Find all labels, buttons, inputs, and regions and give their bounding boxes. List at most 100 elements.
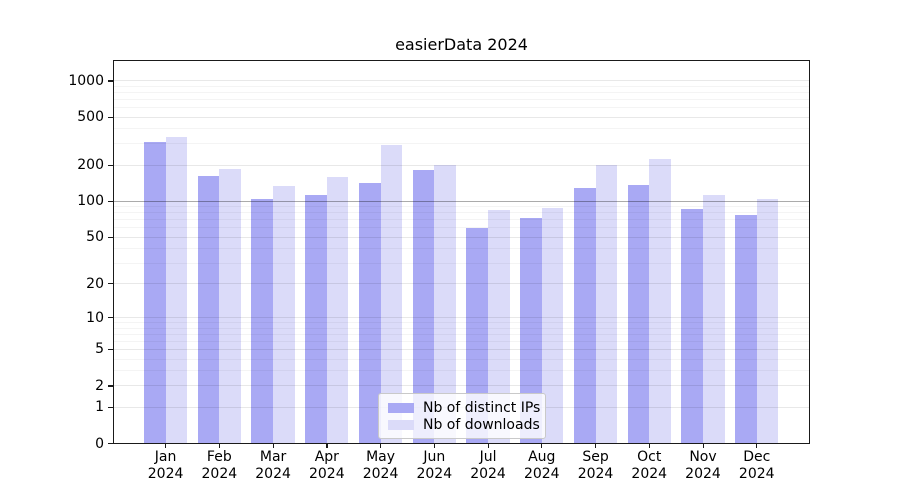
gridline-major <box>114 116 809 118</box>
y-tick-mark <box>108 348 113 351</box>
legend-label: Nb of downloads <box>423 416 540 433</box>
legend-item: Nb of downloads <box>388 416 540 433</box>
x-tick-mark <box>218 444 221 448</box>
x-tick-month: Feb <box>206 449 232 465</box>
x-tick-mark <box>702 444 704 448</box>
y-tick-label: 10 <box>86 309 104 326</box>
x-tick-year: 2024 <box>308 466 345 482</box>
chart-title: easierData 2024 <box>395 35 528 54</box>
gridline-major <box>114 80 809 82</box>
gridline-minor <box>114 143 809 145</box>
x-tick-year: 2024 <box>470 466 506 482</box>
y-tick-mark <box>108 443 113 445</box>
y-tick-label: 200 <box>77 157 104 174</box>
x-tick-mark <box>595 444 597 448</box>
gridline-minor <box>114 128 809 130</box>
x-tick-year: 2024 <box>523 466 560 482</box>
x-tick-month: Sep <box>582 449 609 465</box>
x-tick-month: Dec <box>743 449 771 465</box>
y-tick-label: 1 <box>95 399 104 416</box>
bar-distinct-ips-jun <box>412 169 435 444</box>
x-tick-label: Sep 2024 <box>564 449 628 483</box>
x-tick-mark <box>380 444 382 448</box>
x-tick-label: Feb 2024 <box>187 449 251 483</box>
x-tick-label: Jun 2024 <box>402 449 466 483</box>
x-tick-label: Mar 2024 <box>241 449 305 483</box>
x-tick-label: Jul 2024 <box>456 449 520 483</box>
y-tick-mark <box>108 317 113 319</box>
x-tick-year: 2024 <box>201 466 238 482</box>
x-tick-year: 2024 <box>738 466 775 482</box>
x-tick-year: 2024 <box>416 466 453 482</box>
legend-label: Nb of distinct IPs <box>423 399 541 416</box>
bar-downloads-may <box>380 144 403 444</box>
bar-downloads-mar <box>273 186 295 444</box>
x-tick-month: Apr <box>314 449 339 465</box>
y-tick-label: 5 <box>95 341 104 358</box>
y-tick-label: 2 <box>95 377 104 394</box>
bar-downloads-dec <box>756 198 779 444</box>
x-tick-month: Jun <box>423 449 446 465</box>
x-tick-month: Jan <box>154 449 177 465</box>
y-tick-mark <box>108 406 113 408</box>
bar-downloads-jan <box>165 137 188 444</box>
x-tick-label: Dec 2024 <box>725 449 789 483</box>
x-tick-month: Oct <box>637 449 662 465</box>
y-tick-label: 1000 <box>68 72 104 89</box>
y-tick-label: 50 <box>86 229 104 246</box>
legend-item: Nb of distinct IPs <box>388 399 540 416</box>
x-tick-year: 2024 <box>255 466 291 482</box>
x-tick-mark <box>326 444 328 448</box>
y-tick-mark <box>108 385 113 387</box>
x-tick-mark <box>165 444 167 448</box>
y-tick-label: 0 <box>95 435 104 452</box>
bar-downloads-jun <box>434 165 456 444</box>
bar-distinct-ips-aug <box>520 218 542 444</box>
y-tick-label: 500 <box>77 109 104 126</box>
bar-downloads-apr <box>326 176 349 444</box>
legend-swatch-downloads <box>388 419 414 430</box>
x-tick-month: Aug <box>528 449 556 465</box>
bar-downloads-aug <box>541 207 564 444</box>
legend-swatch-distinct-ips <box>388 402 414 413</box>
bar-downloads-nov <box>703 195 725 444</box>
y-tick-mark <box>108 236 113 238</box>
bar-distinct-ips-dec <box>735 214 757 444</box>
x-tick-year: 2024 <box>577 466 614 482</box>
x-tick-month: Nov <box>689 449 717 465</box>
x-tick-mark <box>756 444 758 448</box>
gridline-minor <box>114 99 809 101</box>
x-tick-label: May 2024 <box>349 449 413 483</box>
x-tick-year: 2024 <box>147 466 184 482</box>
x-tick-month: May <box>366 449 396 465</box>
x-tick-label: Aug 2024 <box>510 449 574 483</box>
x-tick-mark <box>648 444 650 448</box>
y-tick-mark <box>108 164 113 166</box>
bar-distinct-ips-mar <box>251 199 274 444</box>
x-tick-month: Mar <box>259 449 287 465</box>
bar-distinct-ips-jan <box>144 142 166 444</box>
x-tick-year: 2024 <box>685 466 721 482</box>
y-tick-label: 100 <box>77 193 104 210</box>
x-tick-year: 2024 <box>362 466 399 482</box>
gridline-minor <box>114 107 809 109</box>
x-tick-mark <box>433 444 435 448</box>
x-tick-label: Apr 2024 <box>295 449 359 483</box>
bar-downloads-sep <box>595 164 618 444</box>
bar-downloads-feb <box>219 169 241 444</box>
bar-distinct-ips-jul <box>466 227 489 444</box>
y-tick-mark <box>108 283 113 285</box>
bar-downloads-jul <box>488 209 510 444</box>
bar-distinct-ips-oct <box>627 185 650 444</box>
y-tick-mark <box>108 116 113 118</box>
x-tick-label: Oct 2024 <box>617 449 681 483</box>
y-tick-label: 20 <box>86 275 104 292</box>
x-tick-label: Jan 2024 <box>134 449 198 483</box>
legend: Nb of distinct IPs Nb of downloads <box>378 393 546 439</box>
bar-downloads-oct <box>649 159 671 444</box>
x-tick-month: Jul <box>479 449 497 465</box>
y-tick-mark <box>108 200 113 202</box>
gridline-minor <box>114 85 809 87</box>
bar-distinct-ips-nov <box>681 208 703 444</box>
